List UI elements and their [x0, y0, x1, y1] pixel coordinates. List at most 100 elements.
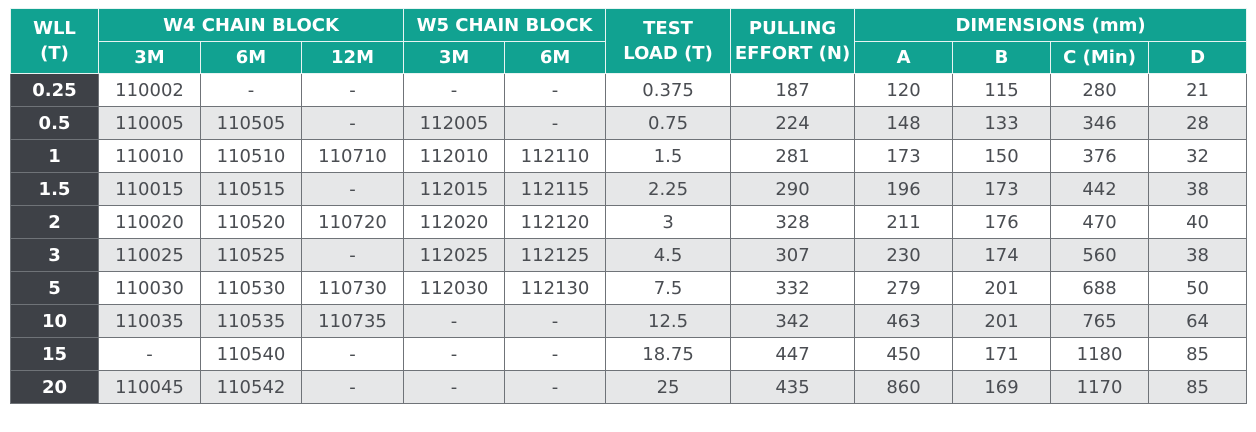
dim-a-cell: 230 [854, 238, 954, 272]
w5-6m-cell: 112110 [504, 139, 607, 173]
w4-6m-cell: 110540 [200, 337, 302, 371]
dim-b-cell: 201 [952, 271, 1052, 305]
pulling-effort-cell: 328 [730, 205, 856, 239]
pulling-effort-cell: 290 [730, 172, 856, 206]
dim-b-cell: 174 [952, 238, 1052, 272]
w4-3m-cell: 110030 [98, 271, 201, 305]
w5-3m-cell: 112030 [403, 271, 506, 305]
table-row: 0.5 110005 110505 - 112005 - 0.75 224 14… [10, 106, 1248, 140]
dim-a-cell: 463 [854, 304, 954, 338]
w4-3m-cell: 110025 [98, 238, 201, 272]
table-row: 3 110025 110525 - 112025 112125 4.5 307 … [10, 238, 1248, 272]
w5-6m-cell: - [504, 304, 607, 338]
table-row: 0.25 110002 - - - - 0.375 187 120 115 28… [10, 73, 1248, 107]
w5-3m-cell: - [403, 304, 506, 338]
dim-a-header: A [854, 41, 954, 74]
test-load-cell: 2.25 [605, 172, 732, 206]
w4-12m-cell: 110710 [300, 139, 405, 173]
dim-d-cell: 38 [1148, 238, 1248, 272]
w4-12m-cell: - [300, 337, 405, 371]
w4-6m-cell: 110525 [200, 238, 302, 272]
w4-3m-cell: 110020 [98, 205, 201, 239]
table-row: 1 110010 110510 110710 112010 112110 1.5… [10, 139, 1248, 173]
table-header: WLL (T) W4 CHAIN BLOCK W5 CHAIN BLOCK TE… [10, 8, 1248, 74]
w5-6m-cell: - [504, 370, 607, 404]
dim-b-cell: 171 [952, 337, 1052, 371]
test-load-cell: 0.75 [605, 106, 732, 140]
pulling-effort-cell: 332 [730, 271, 856, 305]
dim-d-cell: 32 [1148, 139, 1248, 173]
dim-a-cell: 196 [854, 172, 954, 206]
table-row: 10 110035 110535 110735 - - 12.5 342 463… [10, 304, 1248, 338]
w4-6m-cell: - [200, 73, 302, 107]
dim-a-cell: 450 [854, 337, 954, 371]
dim-c-cell: 560 [1050, 238, 1150, 272]
w5-6m-cell: - [504, 73, 607, 107]
wll-cell: 2 [10, 205, 99, 239]
w4-6m-cell: 110510 [200, 139, 302, 173]
w5-6m-cell: 112130 [504, 271, 607, 305]
dim-d-header: D [1148, 41, 1248, 74]
wll-cell: 15 [10, 337, 99, 371]
w4-3m-cell: 110045 [98, 370, 201, 404]
table-row: 1.5 110015 110515 - 112015 112115 2.25 2… [10, 172, 1248, 206]
w4-12m-header: 12M [300, 41, 405, 74]
dim-d-cell: 85 [1148, 370, 1248, 404]
w4-12m-cell: 110735 [300, 304, 405, 338]
w4-3m-cell: 110035 [98, 304, 201, 338]
dim-c-cell: 470 [1050, 205, 1150, 239]
dim-c-cell: 1170 [1050, 370, 1150, 404]
dim-c-cell: 442 [1050, 172, 1150, 206]
w5-6m-cell: 112115 [504, 172, 607, 206]
w5-chain-block-header: W5 CHAIN BLOCK [403, 8, 607, 42]
w4-6m-header: 6M [200, 41, 302, 74]
table-row: 15 - 110540 - - - 18.75 447 450 171 1180… [10, 337, 1248, 371]
wll-cell: 1.5 [10, 172, 99, 206]
w5-3m-cell: 112025 [403, 238, 506, 272]
dim-b-cell: 133 [952, 106, 1052, 140]
wll-cell: 3 [10, 238, 99, 272]
w5-6m-cell: - [504, 337, 607, 371]
pulling-effort-header: PULLING EFFORT (N) [730, 8, 856, 74]
w4-3m-cell: 110010 [98, 139, 201, 173]
dimensions-header: DIMENSIONS (mm) [854, 8, 1248, 42]
dim-b-header: B [952, 41, 1052, 74]
table-row: 2 110020 110520 110720 112020 112120 3 3… [10, 205, 1248, 239]
w4-12m-cell: 110720 [300, 205, 405, 239]
w4-12m-cell: - [300, 106, 405, 140]
w5-3m-cell: 112020 [403, 205, 506, 239]
dim-c-cell: 346 [1050, 106, 1150, 140]
chain-block-spec-table: WLL (T) W4 CHAIN BLOCK W5 CHAIN BLOCK TE… [10, 8, 1248, 404]
test-load-cell: 7.5 [605, 271, 732, 305]
wll-cell: 10 [10, 304, 99, 338]
w4-12m-cell: - [300, 73, 405, 107]
w5-3m-cell: 112010 [403, 139, 506, 173]
w4-6m-cell: 110530 [200, 271, 302, 305]
test-load-cell: 4.5 [605, 238, 732, 272]
test-load-header: TEST LOAD (T) [605, 8, 732, 74]
dim-a-cell: 860 [854, 370, 954, 404]
wll-cell: 0.25 [10, 73, 99, 107]
dim-b-cell: 169 [952, 370, 1052, 404]
test-load-cell: 3 [605, 205, 732, 239]
dim-c-cell: 688 [1050, 271, 1150, 305]
dim-c-cell: 280 [1050, 73, 1150, 107]
dim-b-cell: 173 [952, 172, 1052, 206]
dim-a-cell: 120 [854, 73, 954, 107]
pulling-effort-cell: 281 [730, 139, 856, 173]
w5-3m-cell: 112005 [403, 106, 506, 140]
test-load-cell: 25 [605, 370, 732, 404]
dim-d-cell: 40 [1148, 205, 1248, 239]
dim-d-cell: 64 [1148, 304, 1248, 338]
table-row: 5 110030 110530 110730 112030 112130 7.5… [10, 271, 1248, 305]
w4-3m-header: 3M [98, 41, 201, 74]
w4-6m-cell: 110542 [200, 370, 302, 404]
dim-d-cell: 50 [1148, 271, 1248, 305]
w4-3m-cell: - [98, 337, 201, 371]
dim-b-cell: 176 [952, 205, 1052, 239]
dim-c-cell: 376 [1050, 139, 1150, 173]
wll-cell: 0.5 [10, 106, 99, 140]
dim-d-cell: 21 [1148, 73, 1248, 107]
dim-a-cell: 173 [854, 139, 954, 173]
pulling-effort-cell: 307 [730, 238, 856, 272]
